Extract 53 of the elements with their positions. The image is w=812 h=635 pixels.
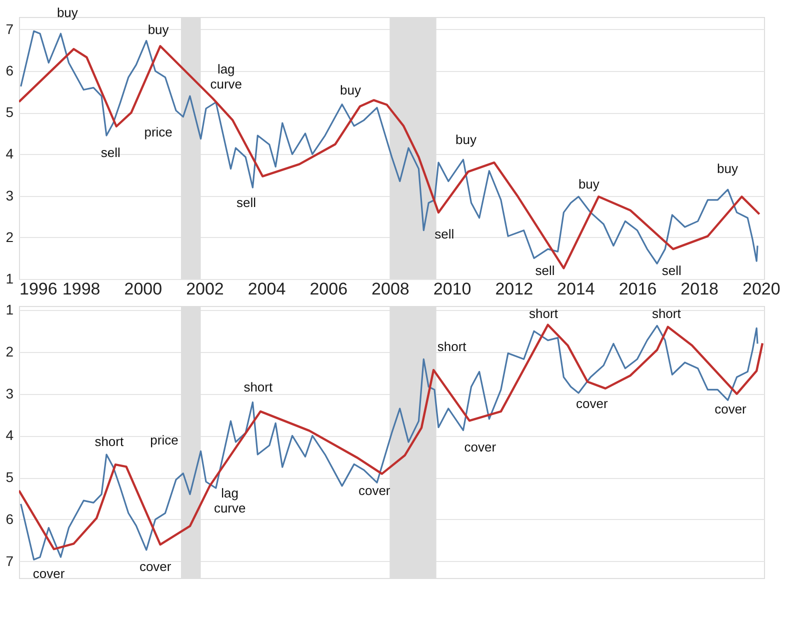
annotation: cover: [139, 559, 172, 574]
y-tick-label: 6: [6, 510, 14, 527]
x-tick-label: 2000: [124, 280, 162, 298]
annotation: buy: [56, 5, 78, 20]
annotation: cover: [358, 482, 391, 498]
annotation: buy: [340, 82, 362, 98]
x-tick-label: 2010: [433, 280, 472, 298]
y-tick-label: 7: [6, 20, 14, 37]
y-tick-label: 3: [6, 385, 14, 402]
y-tick-label: 5: [6, 104, 14, 120]
annotation: buy: [148, 22, 170, 38]
annotation: buy: [717, 160, 738, 176]
x-tick-label: 2016: [618, 280, 657, 298]
annotation: lag curve: [210, 61, 242, 92]
annotation: sell: [100, 145, 120, 160]
y-tick-label: 3: [6, 187, 14, 204]
y-tick-label: 1: [6, 270, 14, 286]
annotation: sell: [434, 226, 454, 242]
annotation: price: [150, 432, 178, 448]
annotation: sell: [662, 263, 682, 278]
x-tick-label: 2004: [248, 280, 286, 298]
y-tick-label: 7: [6, 552, 14, 569]
annotation: lag curve: [214, 486, 246, 516]
x-tick-label: 2014: [557, 280, 595, 298]
annotation: short: [94, 434, 124, 449]
y-tick-label: 4: [6, 427, 14, 444]
annotation: short: [652, 306, 682, 322]
x-tick-label: 2002: [186, 280, 224, 298]
y-tick-label: 2: [6, 344, 14, 360]
y-tick-label: 4: [6, 146, 14, 162]
annotation: sell: [236, 195, 256, 210]
y-tick-label: 5: [6, 469, 14, 486]
annotation: cover: [576, 396, 608, 411]
annotation: price: [144, 124, 172, 140]
annotation: sell: [535, 263, 555, 278]
annotation: buy: [578, 176, 600, 192]
annotation: cover: [32, 566, 66, 581]
x-tick-label: 2020: [742, 280, 780, 298]
x-tick-label: 2008: [372, 280, 410, 298]
annotation: cover: [464, 439, 497, 454]
annotation: buy: [456, 132, 477, 148]
y-tick-label: 1: [6, 302, 14, 318]
x-tick-label: 2012: [495, 280, 534, 298]
annotation: cover: [714, 401, 748, 416]
annotation: short: [244, 380, 273, 395]
x-tick-label: 1998: [62, 280, 100, 298]
x-tick-label: 1996: [20, 280, 58, 298]
x-tick-label: 2006: [310, 280, 348, 298]
x-tick-label: 2018: [680, 280, 718, 298]
y-tick-label: 6: [6, 62, 14, 79]
annotation: short: [529, 306, 558, 322]
annotation: short: [437, 338, 467, 354]
y-tick-label: 2: [6, 228, 14, 245]
